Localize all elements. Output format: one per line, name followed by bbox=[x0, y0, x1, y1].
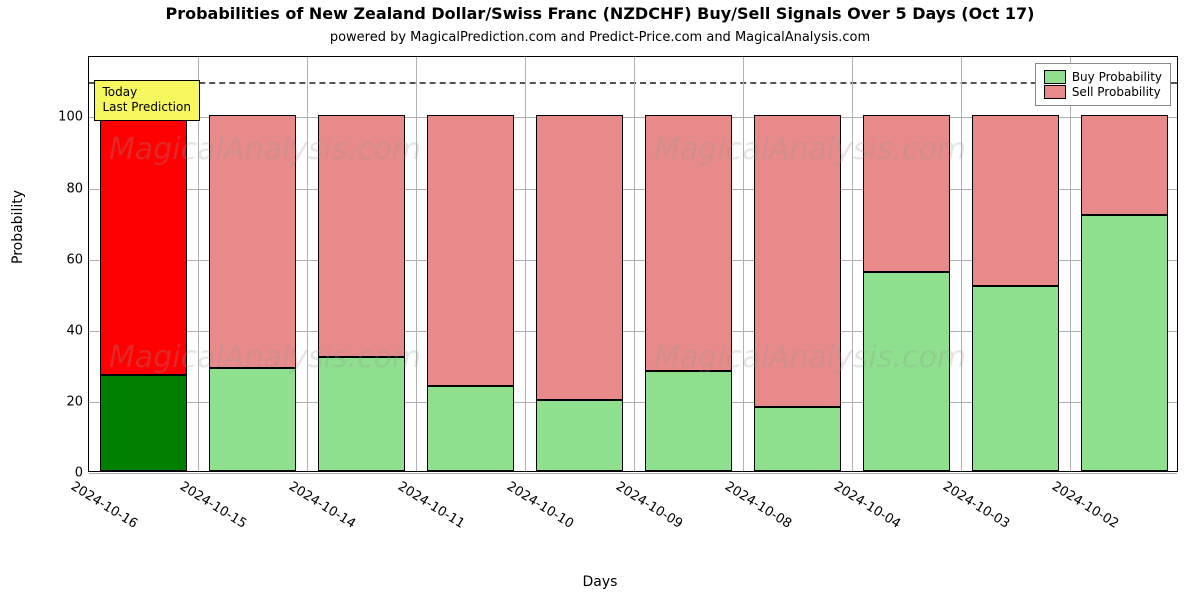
ytick-label: 20 bbox=[66, 394, 83, 409]
bar-sell-segment bbox=[427, 115, 514, 385]
bar-sell-segment bbox=[100, 115, 187, 375]
bar-buy-segment bbox=[427, 386, 514, 471]
xtick-label: 2024-10-16 bbox=[68, 479, 140, 532]
bar-buy-segment bbox=[100, 375, 187, 471]
legend: Buy ProbabilitySell Probability bbox=[1035, 63, 1171, 106]
annotation-line: Today bbox=[103, 85, 191, 101]
legend-swatch bbox=[1044, 85, 1066, 99]
bar bbox=[1081, 115, 1168, 471]
bar-buy-segment bbox=[1081, 215, 1168, 471]
legend-item: Sell Probability bbox=[1044, 85, 1162, 99]
threshold-line bbox=[89, 82, 1177, 84]
gridline bbox=[89, 473, 1177, 474]
bar-sell-segment bbox=[645, 115, 732, 371]
bar-sell-segment bbox=[536, 115, 623, 399]
xtick-label: 2024-10-02 bbox=[1049, 479, 1121, 532]
bar bbox=[754, 115, 841, 471]
bar-sell-segment bbox=[972, 115, 1059, 286]
legend-label: Buy Probability bbox=[1072, 70, 1162, 84]
bar-buy-segment bbox=[209, 368, 296, 471]
ytick-label: 80 bbox=[66, 181, 83, 196]
bar-sell-segment bbox=[754, 115, 841, 407]
gridline bbox=[852, 57, 853, 471]
bar-buy-segment bbox=[318, 357, 405, 471]
bar-buy-segment bbox=[754, 407, 841, 471]
y-axis-label: Probability bbox=[10, 190, 26, 264]
bar-buy-segment bbox=[972, 286, 1059, 471]
legend-label: Sell Probability bbox=[1072, 85, 1161, 99]
bar bbox=[318, 115, 405, 471]
bar-buy-segment bbox=[536, 400, 623, 471]
xtick-label: 2024-10-04 bbox=[831, 479, 903, 532]
ytick-label: 100 bbox=[58, 110, 83, 125]
gridline bbox=[525, 57, 526, 471]
bar bbox=[972, 115, 1059, 471]
xtick-label: 2024-10-09 bbox=[613, 479, 685, 532]
today-annotation: TodayLast Prediction bbox=[94, 80, 200, 121]
bar bbox=[863, 115, 950, 471]
xtick-label: 2024-10-14 bbox=[286, 479, 358, 532]
bar-buy-segment bbox=[863, 272, 950, 471]
bar bbox=[427, 115, 514, 471]
ytick-label: 40 bbox=[66, 323, 83, 338]
gridline bbox=[1070, 57, 1071, 471]
plot-area: 0204060801002024-10-162024-10-152024-10-… bbox=[88, 56, 1178, 472]
bar-sell-segment bbox=[209, 115, 296, 367]
gridline bbox=[961, 57, 962, 471]
bar-sell-segment bbox=[1081, 115, 1168, 215]
annotation-line: Last Prediction bbox=[103, 100, 191, 116]
xtick-label: 2024-10-08 bbox=[722, 479, 794, 532]
xtick-label: 2024-10-15 bbox=[177, 479, 249, 532]
ytick-label: 60 bbox=[66, 252, 83, 267]
legend-swatch bbox=[1044, 70, 1066, 84]
bar bbox=[645, 115, 732, 471]
xtick-label: 2024-10-10 bbox=[504, 479, 576, 532]
xtick-label: 2024-10-03 bbox=[940, 479, 1012, 532]
bar bbox=[100, 115, 187, 471]
bar bbox=[209, 115, 296, 471]
chart-title: Probabilities of New Zealand Dollar/Swis… bbox=[0, 4, 1200, 23]
gridline bbox=[307, 57, 308, 471]
bar-buy-segment bbox=[645, 371, 732, 471]
gridline bbox=[634, 57, 635, 471]
chart-container: { "title": "Probabilities of New Zealand… bbox=[0, 0, 1200, 600]
legend-item: Buy Probability bbox=[1044, 70, 1162, 84]
bar bbox=[536, 115, 623, 471]
xtick-label: 2024-10-11 bbox=[395, 479, 467, 532]
gridline bbox=[743, 57, 744, 471]
bar-sell-segment bbox=[318, 115, 405, 357]
chart-subtitle: powered by MagicalPrediction.com and Pre… bbox=[0, 30, 1200, 45]
bar-sell-segment bbox=[863, 115, 950, 271]
gridline bbox=[416, 57, 417, 471]
x-axis-label: Days bbox=[0, 574, 1200, 590]
